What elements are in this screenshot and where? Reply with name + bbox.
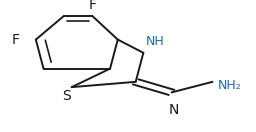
- Text: NH₂: NH₂: [218, 79, 241, 92]
- Text: S: S: [62, 89, 71, 103]
- Text: F: F: [11, 33, 19, 47]
- Text: NH: NH: [146, 35, 165, 48]
- Text: F: F: [88, 0, 96, 12]
- Text: N: N: [169, 103, 179, 117]
